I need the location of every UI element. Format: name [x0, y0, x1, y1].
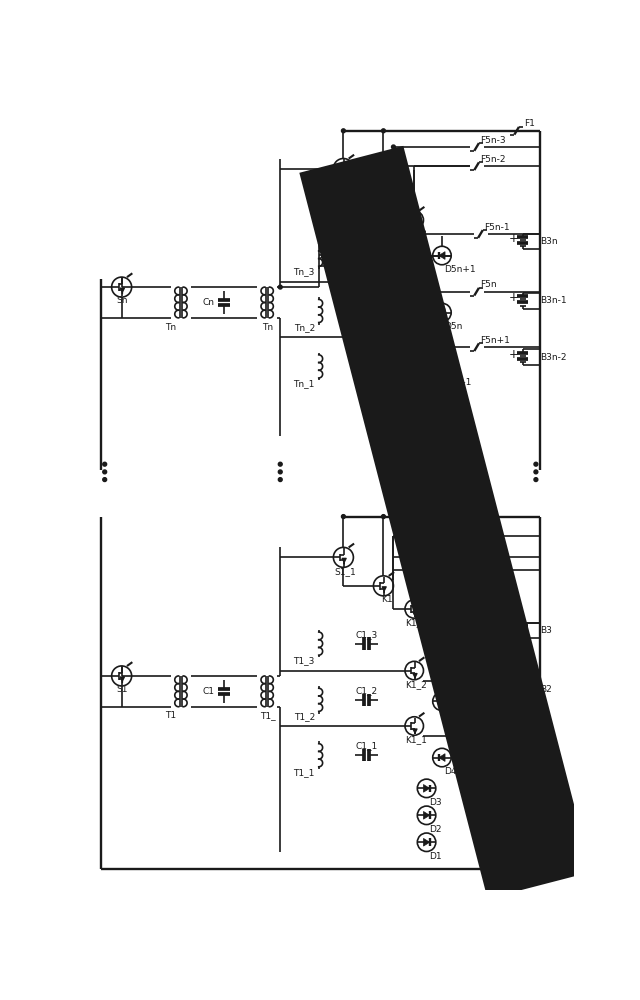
Text: D5n+1: D5n+1	[444, 265, 476, 274]
Text: F5n-1: F5n-1	[484, 223, 510, 232]
Text: +: +	[509, 232, 518, 245]
Circle shape	[381, 515, 385, 518]
Circle shape	[278, 478, 282, 482]
Circle shape	[103, 462, 107, 466]
Text: C1_1: C1_1	[355, 742, 378, 751]
Circle shape	[534, 478, 538, 482]
Text: +: +	[509, 348, 518, 361]
Text: D5n: D5n	[444, 322, 463, 331]
Text: K1_3: K1_3	[405, 618, 427, 627]
Polygon shape	[424, 838, 429, 846]
Text: D6: D6	[444, 654, 457, 663]
Text: S1: S1	[116, 685, 127, 694]
Text: D4: D4	[444, 767, 457, 776]
Text: Tn: Tn	[164, 323, 176, 332]
Text: Kn: Kn	[381, 206, 393, 215]
Text: T1_2: T1_2	[294, 712, 315, 721]
Text: Cn_3: Cn_3	[355, 241, 378, 250]
Text: F1: F1	[524, 119, 535, 128]
Text: +: +	[509, 291, 518, 304]
Text: C1_3: C1_3	[355, 630, 378, 639]
Text: D2: D2	[429, 825, 442, 834]
Text: T1_: T1_	[260, 711, 276, 720]
Text: T1_1: T1_1	[294, 768, 315, 777]
Text: Tn_1: Tn_1	[294, 379, 315, 388]
Polygon shape	[424, 423, 429, 430]
Text: C1_2: C1_2	[355, 686, 378, 695]
Text: Tn: Tn	[262, 323, 273, 332]
Text: B3n-1: B3n-1	[540, 296, 566, 305]
Circle shape	[381, 129, 385, 133]
Text: D5: D5	[444, 711, 457, 720]
Polygon shape	[439, 698, 445, 705]
Text: +: +	[509, 680, 518, 693]
Text: D5n-3: D5n-3	[429, 436, 456, 445]
Text: B3n: B3n	[540, 237, 557, 246]
Text: Tn_2: Tn_2	[294, 323, 315, 332]
Text: B1: B1	[540, 742, 552, 751]
Text: K1_2: K1_2	[405, 680, 427, 689]
Text: T1_3: T1_3	[294, 656, 315, 665]
Circle shape	[278, 470, 282, 474]
Text: K1: K1	[381, 595, 393, 604]
Text: B3: B3	[540, 626, 552, 635]
Text: F2: F2	[481, 524, 492, 533]
Text: Sn: Sn	[116, 296, 127, 305]
Polygon shape	[424, 811, 429, 819]
Text: F5: F5	[481, 669, 492, 678]
Text: S1_1: S1_1	[334, 567, 356, 576]
Polygon shape	[439, 754, 445, 761]
Circle shape	[278, 285, 282, 289]
Text: B2: B2	[540, 685, 552, 694]
Text: F6: F6	[481, 725, 492, 734]
Text: F5n+1: F5n+1	[481, 336, 510, 345]
Circle shape	[103, 478, 107, 482]
Text: F4: F4	[481, 559, 492, 568]
Polygon shape	[424, 785, 429, 792]
Text: Sn_1: Sn_1	[334, 178, 356, 187]
Circle shape	[392, 145, 396, 149]
Text: Tn_3: Tn_3	[294, 267, 315, 276]
Text: +: +	[509, 736, 518, 749]
Text: Kn_2: Kn_2	[405, 291, 427, 300]
Polygon shape	[439, 309, 445, 316]
Polygon shape	[424, 396, 429, 403]
Text: F5n-2: F5n-2	[481, 155, 506, 164]
Text: Cn: Cn	[203, 298, 215, 307]
Circle shape	[534, 470, 538, 474]
Polygon shape	[439, 365, 445, 373]
Polygon shape	[439, 641, 445, 648]
Circle shape	[342, 129, 346, 133]
Circle shape	[278, 462, 282, 466]
Circle shape	[103, 470, 107, 474]
Polygon shape	[439, 252, 445, 259]
Text: F5n: F5n	[481, 280, 497, 289]
Text: T1: T1	[164, 711, 176, 720]
Text: F3: F3	[481, 545, 492, 554]
Text: Kn_3: Kn_3	[405, 229, 427, 238]
Text: Cn_2: Cn_2	[355, 297, 378, 306]
Text: D5n-1: D5n-1	[444, 378, 472, 387]
Text: D3: D3	[429, 798, 442, 807]
Text: Kn_1: Kn_1	[405, 347, 427, 356]
Polygon shape	[439, 641, 445, 648]
Circle shape	[342, 515, 346, 518]
Text: +: +	[509, 621, 518, 634]
Text: C1: C1	[203, 687, 215, 696]
Text: F5n-3: F5n-3	[481, 136, 506, 145]
Text: D1: D1	[429, 852, 442, 861]
Text: D5n-2: D5n-2	[429, 409, 456, 418]
Text: B3n-2: B3n-2	[540, 353, 566, 362]
Text: Cn_1: Cn_1	[355, 353, 378, 362]
Circle shape	[534, 462, 538, 466]
Text: K1_1: K1_1	[405, 735, 427, 744]
